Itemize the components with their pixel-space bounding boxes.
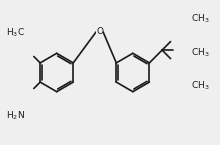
Text: CH$_3$: CH$_3$: [191, 46, 209, 59]
Text: H$_2$N: H$_2$N: [6, 110, 25, 122]
Text: CH$_3$: CH$_3$: [191, 13, 209, 25]
Text: O: O: [96, 27, 103, 36]
Text: H$_3$C: H$_3$C: [6, 26, 25, 39]
Text: CH$_3$: CH$_3$: [191, 80, 209, 92]
